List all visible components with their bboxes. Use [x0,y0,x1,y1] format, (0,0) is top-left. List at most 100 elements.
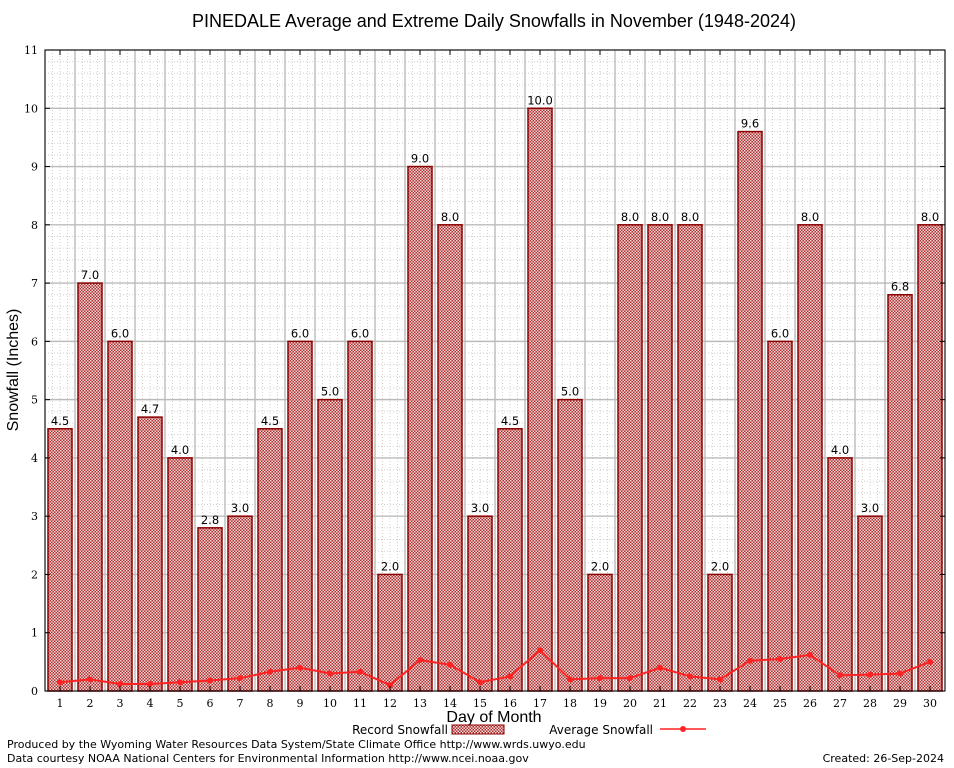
bar-value-label: 6.0 [351,326,369,340]
bar-value-label: 2.0 [711,559,729,573]
bar-day-7 [227,515,253,692]
x-tick-label: 21 [653,697,667,710]
bar-day-1 [47,428,73,692]
bar-day-11 [347,340,373,692]
y-tick-label: 3 [31,510,38,523]
footer-produced-by: Produced by the Wyoming Water Resources … [7,738,586,751]
average-point-day-14 [447,661,453,668]
x-tick-label: 5 [177,697,184,710]
plot-area: 4.5 7.0 6.0 4.7 4.0 2.8 3.0 4.5 6.0 5.0 6.0 2.0 9.0 8… [24,44,946,710]
bar-value-label: 4.7 [141,402,159,416]
average-series-line [59,648,931,687]
bar-day-29 [887,293,913,692]
bar-value-label: 4.0 [831,443,849,457]
x-tick-label: 20 [623,697,637,710]
y-tick-label: 4 [31,452,38,465]
bar-value-label: 4.0 [171,443,189,457]
footer-created: Created: 26-Sep-2024 [823,752,944,765]
x-tick-label: 6 [207,697,214,710]
bar-value-label: 2.0 [381,559,399,573]
y-tick-label: 10 [24,102,38,115]
bar-value-label: 6.0 [111,326,129,340]
bar-value-label: 9.6 [741,117,759,131]
bar-day-16 [497,428,523,692]
bar-value-label: 8.0 [621,210,639,224]
x-tick-label: 24 [743,697,757,710]
bar-value-label: 8.0 [681,210,699,224]
x-tick-label: 27 [833,697,847,710]
average-point-day-4 [147,681,153,688]
average-point-day-25 [777,655,783,662]
average-point-day-19 [597,675,603,682]
x-tick-label: 3 [117,697,124,710]
bar-day-26 [797,224,823,692]
bar-value-label: 9.0 [411,152,429,166]
average-point-day-8 [267,668,273,675]
average-point-day-3 [117,681,123,688]
x-tick-label: 13 [413,697,427,710]
x-tick-label: 8 [267,697,274,710]
x-tick-label: 11 [353,697,367,710]
bar-value-label: 6.8 [891,280,909,294]
y-tick-label: 8 [31,219,38,232]
bar-value-label: 8.0 [651,210,669,224]
bar-value-label: 5.0 [321,385,339,399]
average-point-day-20 [627,675,633,682]
plot-border [44,49,946,692]
bar-value-label: 6.0 [291,326,309,340]
legend-record-label: Record Snowfall [352,723,448,737]
bar-day-18 [557,398,583,692]
bar-value-label: 10.0 [527,93,553,107]
bar-day-19 [587,573,613,692]
x-tick-label: 10 [323,697,337,710]
x-tick-label: 28 [863,697,877,710]
x-tick-label: 7 [237,697,244,710]
x-tick-label: 18 [563,697,577,710]
x-tick-label: 25 [773,697,787,710]
x-tick-label: 15 [473,697,487,710]
y-axis-label: Snowfall (Inches) [5,309,22,432]
bar-value-label: 2.8 [201,513,219,527]
bar-day-13 [407,165,433,692]
average-point-day-12 [387,682,393,689]
y-tick-label: 5 [31,394,38,407]
bar-value-label: 5.0 [561,385,579,399]
x-tick-label: 17 [533,697,547,710]
average-point-day-27 [837,672,843,679]
bar-day-27 [827,457,853,692]
bar-day-17 [527,107,553,692]
bar-day-28 [857,515,883,692]
average-point-day-13 [417,657,423,664]
bar-day-5 [167,457,193,692]
average-point-day-26 [807,651,813,658]
x-tick-label: 16 [503,697,517,710]
bar-day-8 [257,428,283,692]
bar-value-label: 2.0 [591,559,609,573]
legend-average-label: Average Snowfall [549,723,653,737]
bar-day-12 [377,573,403,692]
x-tick-label: 4 [147,697,154,710]
y-tick-label: 0 [31,685,38,698]
x-tick-label: 29 [893,697,907,710]
bar-day-25 [767,340,793,692]
average-point-day-9 [297,664,303,671]
bar-day-3 [107,340,133,692]
average-point-day-16 [507,673,513,680]
bar-day-2 [77,282,103,692]
x-tick-label: 9 [297,697,304,710]
average-point-day-29 [897,670,903,677]
x-axis-label: Day of Month [446,709,541,726]
bar-day-21 [647,224,673,692]
average-point-day-1 [57,679,63,686]
x-tick-label: 19 [593,697,607,710]
bar-day-10 [317,398,343,692]
average-point-day-10 [327,670,333,677]
average-point-day-2 [87,676,93,683]
bar-value-label: 4.5 [51,414,69,428]
bar-day-9 [287,340,313,692]
average-point-day-24 [747,657,753,664]
x-tick-label: 22 [683,697,697,710]
y-tick-label: 2 [31,568,38,581]
x-tick-label: 23 [713,697,727,710]
